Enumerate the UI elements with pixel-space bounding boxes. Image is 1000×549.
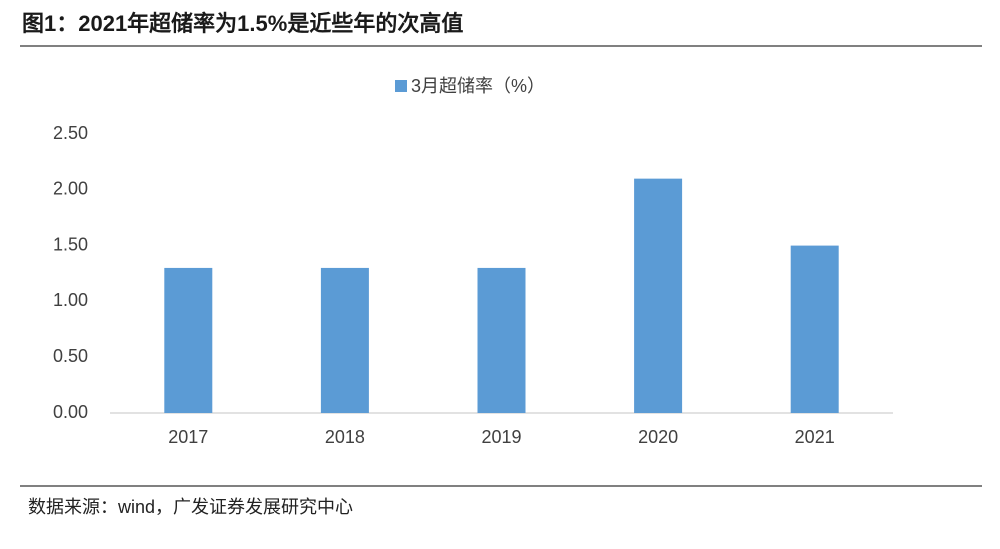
y-tick-label: 2.00 — [53, 179, 88, 199]
x-tick-label: 2019 — [481, 427, 521, 447]
y-tick-label: 1.00 — [53, 290, 88, 310]
x-tick-label: 2021 — [795, 427, 835, 447]
legend-label: 3月超储率（%） — [411, 76, 545, 96]
y-tick-label: 2.50 — [53, 123, 88, 143]
bar — [320, 267, 369, 413]
x-tick-label: 2018 — [325, 427, 365, 447]
bar — [790, 245, 839, 413]
bar — [164, 267, 213, 413]
bar — [634, 178, 683, 413]
legend-swatch — [395, 80, 407, 92]
x-tick-label: 2020 — [638, 427, 678, 447]
y-tick-label: 0.50 — [53, 346, 88, 366]
y-tick-label: 0.00 — [53, 402, 88, 422]
x-tick-label: 2017 — [168, 427, 208, 447]
y-tick-label: 1.50 — [53, 234, 88, 254]
bar — [477, 267, 526, 413]
figure-title: 图1：2021年超储率为1.5%是近些年的次高值 — [22, 11, 463, 36]
source-note: 数据来源：wind，广发证券发展研究中心 — [28, 497, 353, 517]
